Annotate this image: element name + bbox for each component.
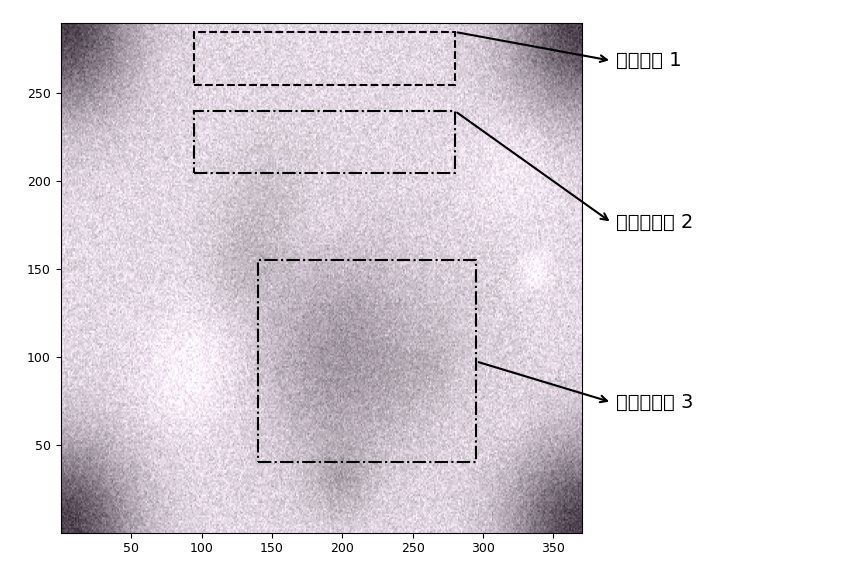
Bar bbox=[194, 111, 455, 173]
Text: 火焰边缘区 2: 火焰边缘区 2 bbox=[616, 214, 694, 232]
Text: 完全燃烧区 3: 完全燃烧区 3 bbox=[616, 393, 694, 412]
Text: 无火焰区 1: 无火焰区 1 bbox=[616, 52, 682, 70]
Bar bbox=[194, 32, 455, 85]
Bar bbox=[258, 261, 476, 463]
